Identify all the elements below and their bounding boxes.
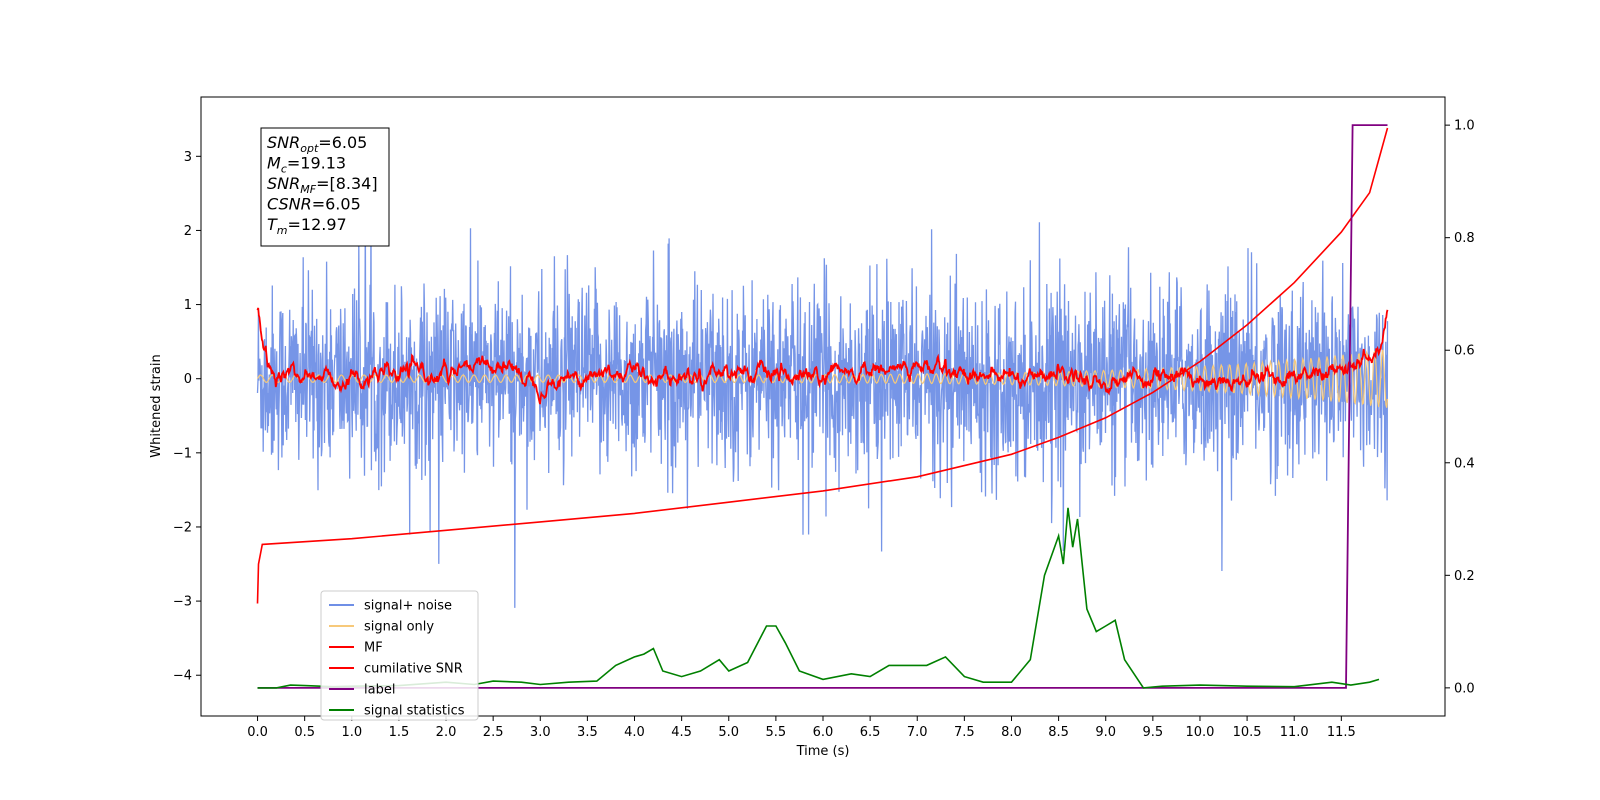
x-tick-label: 4.0 xyxy=(624,725,645,740)
y-right-tick-label: 0.8 xyxy=(1454,231,1475,246)
annotation-subscript: m xyxy=(277,224,288,237)
x-tick-label: 9.5 xyxy=(1143,725,1164,740)
y-left-tick-label: −1 xyxy=(173,446,192,461)
y-right-tick-label: 0.6 xyxy=(1454,344,1475,359)
y-left-tick-label: 2 xyxy=(184,224,192,239)
y-left-tick-label: −3 xyxy=(173,595,192,610)
x-tick-label: 6.5 xyxy=(860,725,881,740)
legend: signal+ noise signal only MF cumilative SNR… xyxy=(320,590,479,721)
y-axis-left: 3 2 1 0 −1 −2 −3 −4 xyxy=(173,150,201,684)
annotation-subscript: opt xyxy=(300,142,319,155)
x-tick-label: 3.0 xyxy=(530,725,551,740)
y-right-tick-label: 0.2 xyxy=(1454,569,1475,584)
annotation-subscript: MF xyxy=(300,183,316,196)
legend-label: signal statistics xyxy=(364,704,465,719)
annotation-line: Tm=12.97 xyxy=(267,215,347,237)
x-tick-label: 0.5 xyxy=(294,725,315,740)
x-tick-label: 0.0 xyxy=(247,725,268,740)
legend-label: signal only xyxy=(364,620,434,635)
x-tick-label: 8.5 xyxy=(1048,725,1069,740)
y-left-tick-label: 0 xyxy=(184,372,192,387)
annotation-symbol: M xyxy=(267,154,281,173)
y-right-tick-label: 0.4 xyxy=(1454,456,1475,471)
x-tick-label: 6.0 xyxy=(813,725,834,740)
legend-label: label xyxy=(364,683,395,698)
annotation-subscript: c xyxy=(281,163,287,176)
annotation-box: SNRopt=6.05Mc=19.13SNRMF=[8.34]CSNR=6.05… xyxy=(260,127,390,247)
x-tick-label: 1.0 xyxy=(341,725,362,740)
x-tick-label: 10.0 xyxy=(1185,725,1214,740)
annotation-frame xyxy=(260,127,390,247)
x-axis-label: Time (s) xyxy=(796,744,850,759)
x-tick-label: 7.5 xyxy=(954,725,975,740)
annotation-symbol: T xyxy=(267,215,278,234)
annotation-symbol: SNR xyxy=(267,174,300,193)
annotation-symbol: SNR xyxy=(267,133,300,152)
annotation-line: SNRopt=6.05 xyxy=(267,133,367,155)
y-left-tick-label: 1 xyxy=(184,298,192,313)
x-tick-label: 5.0 xyxy=(718,725,739,740)
x-tick-label: 2.0 xyxy=(436,725,457,740)
y-axis-label: Whitened strain xyxy=(149,354,164,457)
annotation-line: CSNR=6.05 xyxy=(267,195,361,214)
x-tick-label: 2.5 xyxy=(483,725,504,740)
legend-label: signal+ noise xyxy=(364,599,452,614)
x-tick-label: 4.5 xyxy=(671,725,692,740)
annotation-value: =6.05 xyxy=(318,133,367,152)
annotation-value: =12.97 xyxy=(288,215,347,234)
y-right-tick-label: 1.0 xyxy=(1454,119,1475,134)
x-axis: 0.0 0.5 1.0 1.5 2.0 2.5 3.0 3.5 4.0 4.5 5.0 5.5 6.0 6… xyxy=(247,716,1356,740)
series-layer xyxy=(256,124,1389,689)
legend-label: MF xyxy=(364,641,383,656)
series-line-signal-statistics xyxy=(257,507,1380,689)
series-line-mf xyxy=(256,307,1389,405)
x-tick-label: 9.0 xyxy=(1095,725,1116,740)
series-line-signal-noise xyxy=(256,203,1389,608)
series-line-label xyxy=(257,124,1388,689)
annotation-symbol: CSNR xyxy=(267,195,312,214)
x-tick-label: 3.5 xyxy=(577,725,598,740)
y-axis-right: 1.0 0.8 0.6 0.4 0.2 0.0 xyxy=(1445,119,1475,696)
x-tick-label: 7.0 xyxy=(907,725,928,740)
x-tick-label: 11.5 xyxy=(1327,725,1356,740)
legend-frame xyxy=(320,590,479,721)
annotation-value: =6.05 xyxy=(312,195,361,214)
y-left-tick-label: −2 xyxy=(173,520,192,535)
series-line-cumilative-snr xyxy=(256,127,1389,604)
x-tick-label: 8.0 xyxy=(1001,725,1022,740)
x-tick-label: 11.0 xyxy=(1280,725,1309,740)
x-tick-label: 5.5 xyxy=(766,725,787,740)
y-left-tick-label: 3 xyxy=(184,150,192,165)
y-left-tick-label: −4 xyxy=(173,669,192,684)
annotation-value: =19.13 xyxy=(287,154,346,173)
x-tick-label: 1.5 xyxy=(389,725,410,740)
annotation-line: Mc=19.13 xyxy=(267,154,346,176)
y-right-tick-label: 0.0 xyxy=(1454,681,1475,696)
legend-label: cumilative SNR xyxy=(364,662,463,677)
annotation-line: SNRMF=[8.34] xyxy=(267,174,378,196)
x-tick-label: 10.5 xyxy=(1233,725,1262,740)
annotation-value: =[8.34] xyxy=(316,174,378,193)
